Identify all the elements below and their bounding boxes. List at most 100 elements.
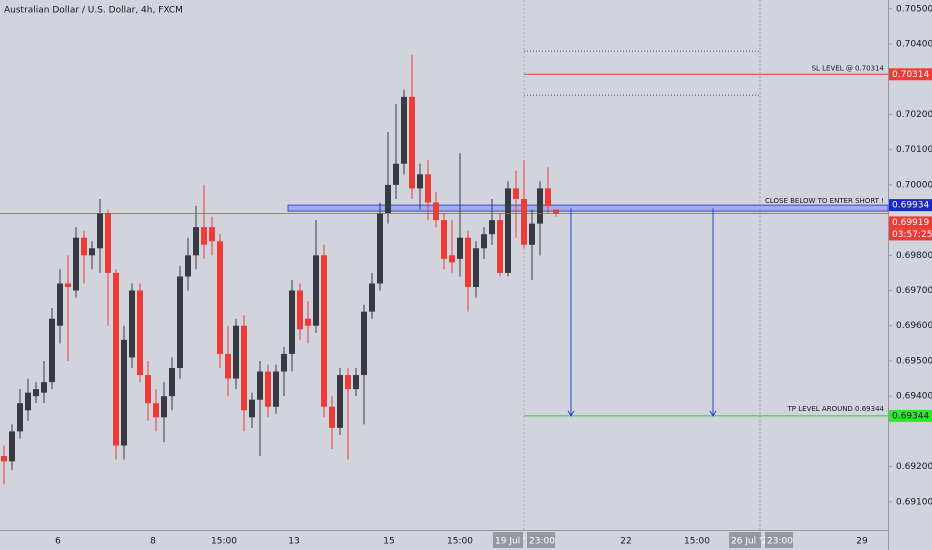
tp-tag-box [889,409,932,422]
candle-body [345,375,351,390]
cursor-label: 23:00 [529,537,555,547]
candle-body [313,255,319,326]
x-tick-label: 6 [55,537,61,547]
cursor-label-box [729,532,761,548]
candle-body [329,406,335,428]
countdown: 03:57:25 [892,230,932,240]
candle-body [401,96,407,164]
candle-body [217,241,223,354]
y-tick-label: 0.70100 [896,145,932,155]
candle-body [385,184,391,214]
candle-body [169,368,175,397]
candle-body [393,163,399,185]
y-tick-label: 0.69100 [896,497,932,507]
y-tick-label: 0.69700 [896,286,932,296]
x-tick-label: 15:00 [211,537,237,547]
annotation: CLOSE BELOW TO ENTER SHORT ! [765,197,884,205]
candle-body [417,174,423,189]
current-price-tag-box [889,216,932,229]
candle-body [113,272,119,446]
candle-body [441,220,447,259]
cursor-label: 23:00 [767,537,793,547]
candle-body [41,382,47,393]
cursor-label-box [765,532,793,548]
candle-body [9,431,15,462]
candle-body [521,198,527,245]
candle-body [377,213,383,284]
candle-body [489,220,495,235]
y-tick-label: 0.70200 [896,110,932,120]
candle-body [225,353,231,379]
candle-body [505,188,511,273]
candle-body [497,220,503,273]
y-tick-label: 0.69200 [896,462,932,472]
x-tick-label: 22 [620,537,631,547]
cursor-label-box [493,532,523,548]
candle-body [81,237,87,256]
cursor-label: 26 Jul '20 [731,537,773,547]
current-price-tag: 0.69919 [892,218,929,228]
candle-body [145,375,151,404]
x-tick-label: 29 [856,537,868,547]
candle-body [273,371,279,407]
candle-body [257,371,263,400]
candle-body [57,283,63,326]
candle-body [425,174,431,203]
candle-body [297,290,303,330]
entry-tag-box [889,199,932,212]
candle-body [65,283,71,288]
candle-body [529,223,535,245]
tp-tag: 0.69344 [892,411,929,421]
y-tick-label: 0.70000 [896,180,932,190]
candle-body [97,213,103,249]
candle-body [201,227,207,245]
y-tick-label: 0.70500 [896,4,932,14]
candle-body [193,227,199,256]
candle-body [241,325,247,411]
arrow-head [567,410,575,417]
x-tick-label: 15:00 [447,537,473,547]
candle-body [289,290,295,354]
x-tick-label: 8 [150,537,156,547]
candle-body [433,202,439,221]
y-tick-label: 0.69400 [896,392,932,402]
y-tick-label: 0.70400 [896,40,932,50]
annotation: SL LEVEL @ 0.70314 [812,64,885,72]
candle-body [481,234,487,249]
candle-body [449,255,455,263]
countdown-box [889,228,932,241]
y-tick-label: 0.69500 [896,356,932,366]
candle-body [457,237,463,259]
candle-body [209,227,215,242]
sl-tag: 0.70314 [892,70,929,80]
candle-body [337,375,343,428]
candle-body [1,456,7,462]
candle-body [25,392,31,411]
candle-body [233,325,239,379]
y-tick-label: 0.69800 [896,251,932,261]
candle-body [17,403,23,432]
candle-body [553,209,559,214]
candle-body [321,255,327,407]
candle-body [281,353,287,372]
cursor-label: 19 Jul '20 [495,537,537,547]
candle-body [161,396,167,418]
sl-tag-box [889,68,932,81]
x-tick-label: 13 [288,537,299,547]
entry-zone [287,204,889,212]
candle-body [265,371,271,407]
candle-body [545,188,551,207]
candle-body [153,403,159,418]
candle-body [185,255,191,277]
candle-body [473,248,479,288]
candle-body [177,276,183,369]
candle-body [513,188,519,199]
candle-body [361,311,367,376]
candle-body [537,188,543,224]
cursor-label-box [527,532,555,548]
candle-body [409,96,415,189]
candle-body [73,237,79,291]
candle-body [105,213,111,273]
candle-body [353,375,359,390]
